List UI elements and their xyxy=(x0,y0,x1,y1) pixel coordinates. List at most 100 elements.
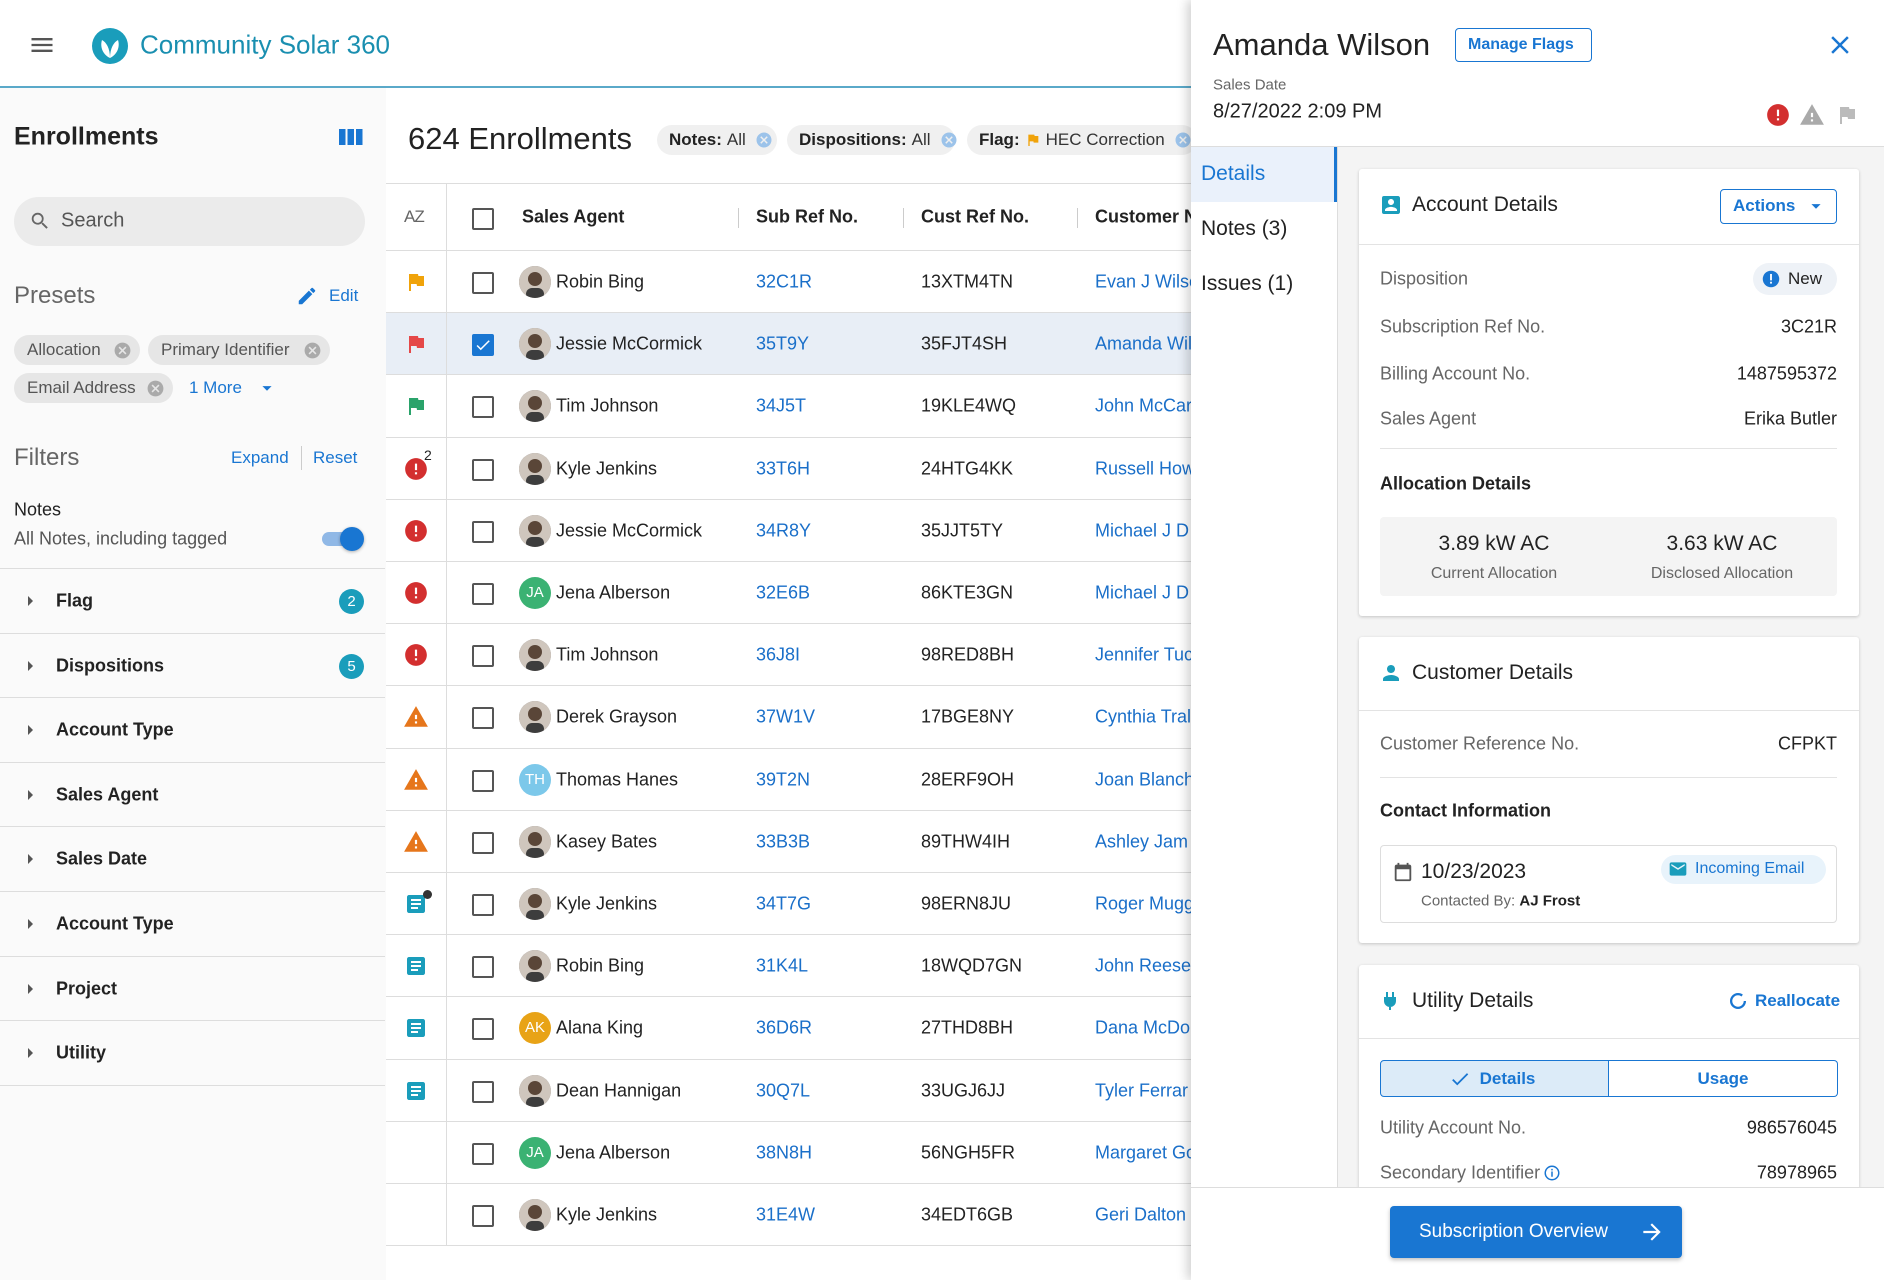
customer-name[interactable]: Roger Mugg xyxy=(1095,893,1191,914)
filter-row[interactable]: Dispositions 5 xyxy=(0,632,385,699)
customer-name[interactable]: Joan Blanch xyxy=(1095,769,1191,790)
sub-ref[interactable]: 31K4L xyxy=(756,955,809,976)
sub-ref[interactable]: 32C1R xyxy=(756,271,813,292)
row-checkbox[interactable] xyxy=(472,894,494,916)
tab[interactable]: Details xyxy=(1191,147,1337,202)
table-row[interactable]: Kyle Jenkins 34T7G 98ERN8JU Roger Mugg xyxy=(386,873,1191,936)
customer-name[interactable]: Jennifer Tuc xyxy=(1095,644,1191,665)
sub-ref[interactable]: 38N8H xyxy=(756,1142,813,1163)
toggle-button[interactable]: Usage xyxy=(1609,1060,1838,1097)
customer-name[interactable]: John McCar xyxy=(1095,395,1191,416)
row-checkbox[interactable] xyxy=(472,334,494,357)
sort-button[interactable]: AZ xyxy=(404,207,425,226)
table-row[interactable]: Kyle Jenkins 31E4W 34EDT6GB Geri Dalton xyxy=(386,1184,1191,1247)
row-checkbox[interactable] xyxy=(472,769,494,792)
filter-chip[interactable]: Notes: All xyxy=(657,125,777,155)
manage-flags-button[interactable]: Manage Flags xyxy=(1455,28,1592,62)
preset-chip[interactable]: Primary Identifier xyxy=(148,335,330,365)
chip-remove[interactable] xyxy=(303,341,322,360)
sub-ref[interactable]: 36D6R xyxy=(756,1017,813,1038)
sub-ref[interactable]: 34R8Y xyxy=(756,520,812,541)
chip-remove[interactable] xyxy=(755,131,773,149)
chip-remove[interactable] xyxy=(113,341,132,360)
table-row[interactable]: Jessie McCormick 34R8Y 35JJT5TY Michael J D xyxy=(386,499,1191,562)
customer-name[interactable]: Michael J D xyxy=(1095,582,1190,603)
close-button[interactable] xyxy=(1825,30,1855,60)
column-header[interactable]: Customer N xyxy=(1095,206,1191,227)
customer-name[interactable]: Russell How xyxy=(1095,458,1191,479)
notes-toggle[interactable] xyxy=(322,527,364,551)
row-checkbox[interactable] xyxy=(472,583,494,605)
customer-name[interactable]: Dana McDo xyxy=(1095,1017,1191,1038)
chip-remove[interactable] xyxy=(1174,131,1191,149)
view-columns-button[interactable] xyxy=(339,126,363,148)
row-checkbox[interactable] xyxy=(472,707,494,730)
row-checkbox[interactable] xyxy=(472,645,494,668)
subscription-overview-button[interactable]: Subscription Overview xyxy=(1390,1206,1682,1258)
search-field[interactable]: Search xyxy=(14,197,365,246)
customer-name[interactable]: John Reese xyxy=(1095,955,1191,976)
select-all-checkbox[interactable] xyxy=(472,208,494,230)
filter-row[interactable]: Utility xyxy=(0,1020,385,1086)
customer-name[interactable]: Amanda Wil xyxy=(1095,333,1191,354)
actions-button[interactable]: Actions xyxy=(1720,189,1837,224)
table-row[interactable]: Jessie McCormick 35T9Y 35FJT4SH Amanda Wil xyxy=(386,313,1191,376)
customer-name[interactable]: Margaret Go xyxy=(1095,1142,1191,1163)
row-checkbox[interactable] xyxy=(472,831,494,854)
row-checkbox[interactable] xyxy=(472,458,494,481)
row-checkbox[interactable] xyxy=(472,1080,494,1103)
sub-ref[interactable]: 34T7G xyxy=(756,893,812,914)
filters-reset[interactable]: Reset xyxy=(313,448,358,467)
table-row[interactable]: Robin Bing 32C1R 13XTM4TN Evan J Wilso xyxy=(386,251,1191,314)
row-checkbox[interactable] xyxy=(472,956,494,979)
menu-button[interactable] xyxy=(28,31,56,59)
table-row[interactable]: Dean Hannigan 30Q7L 33UGJ6JJ Tyler Ferrar xyxy=(386,1059,1191,1122)
tab[interactable]: Notes (3) xyxy=(1191,202,1337,257)
filter-row[interactable]: Sales Agent xyxy=(0,761,385,828)
customer-name[interactable]: Geri Dalton xyxy=(1095,1204,1187,1225)
toggle-button[interactable]: Details xyxy=(1380,1060,1609,1097)
table-row[interactable]: AK Alana King 36D6R 27THD8BH Dana McDo xyxy=(386,997,1191,1060)
filter-row[interactable]: Account Type xyxy=(0,891,385,957)
table-row[interactable]: Kasey Bates 33B3B 89THW4IH Ashley Jam xyxy=(386,810,1191,873)
filter-row[interactable]: Sales Date xyxy=(0,826,385,892)
sub-ref[interactable]: 39T2N xyxy=(756,769,811,790)
column-header[interactable]: Cust Ref No. xyxy=(921,206,1029,227)
customer-name[interactable]: Michael J D xyxy=(1095,520,1190,541)
row-checkbox[interactable] xyxy=(472,520,494,543)
sub-ref[interactable]: 30Q7L xyxy=(756,1080,811,1101)
row-checkbox[interactable] xyxy=(472,1142,494,1165)
column-header[interactable]: Sales Agent xyxy=(522,206,625,227)
customer-name[interactable]: Tyler Ferrar xyxy=(1095,1080,1189,1101)
sub-ref[interactable]: 34J5T xyxy=(756,395,807,416)
sub-ref[interactable]: 35T9Y xyxy=(756,333,810,354)
disposition-chip[interactable]: New xyxy=(1753,263,1837,295)
customer-name[interactable]: Cynthia Tral xyxy=(1095,706,1191,727)
filter-row[interactable]: Flag 2 xyxy=(0,568,385,634)
preset-chip[interactable]: Email Address xyxy=(14,373,173,403)
filter-row[interactable]: Project xyxy=(0,955,385,1022)
row-checkbox[interactable] xyxy=(472,1205,494,1227)
customer-name[interactable]: Evan J Wilso xyxy=(1095,271,1191,292)
filter-row[interactable]: Account Type xyxy=(0,697,385,763)
sub-ref[interactable]: 33B3B xyxy=(756,831,811,852)
row-checkbox[interactable] xyxy=(472,396,494,419)
table-row[interactable]: Tim Johnson 34J5T 19KLE4WQ John McCar xyxy=(386,375,1191,438)
column-header[interactable]: Sub Ref No. xyxy=(756,206,858,227)
table-row[interactable]: Tim Johnson 36J8I 98RED8BH Jennifer Tuc xyxy=(386,624,1191,687)
row-checkbox[interactable] xyxy=(472,1018,494,1041)
sub-ref[interactable]: 31E4W xyxy=(756,1204,816,1225)
table-row[interactable]: Derek Grayson 37W1V 17BGE8NY Cynthia Tral xyxy=(386,686,1191,749)
sub-ref[interactable]: 37W1V xyxy=(756,706,816,727)
chip-remove[interactable] xyxy=(146,379,165,398)
filter-chip[interactable]: Dispositions: All xyxy=(787,125,957,155)
table-row[interactable]: Robin Bing 31K4L 18WQD7GN John Reese xyxy=(386,935,1191,998)
row-checkbox[interactable] xyxy=(472,272,494,294)
table-row[interactable]: 2 Kyle Jenkins 33T6H 24HTG4KK Russell How xyxy=(386,437,1191,500)
sub-ref[interactable]: 33T6H xyxy=(756,458,811,479)
customer-name[interactable]: Ashley Jam xyxy=(1095,831,1189,852)
table-row[interactable]: JA Jena Alberson 32E6B 86KTE3GN Michael J D xyxy=(386,562,1191,625)
presets-edit[interactable]: Edit xyxy=(329,286,359,305)
table-row[interactable]: JA Jena Alberson 38N8H 56NGH5FR Margaret Go xyxy=(386,1121,1191,1184)
filter-chip[interactable]: Flag: HEC Correction xyxy=(967,125,1191,155)
